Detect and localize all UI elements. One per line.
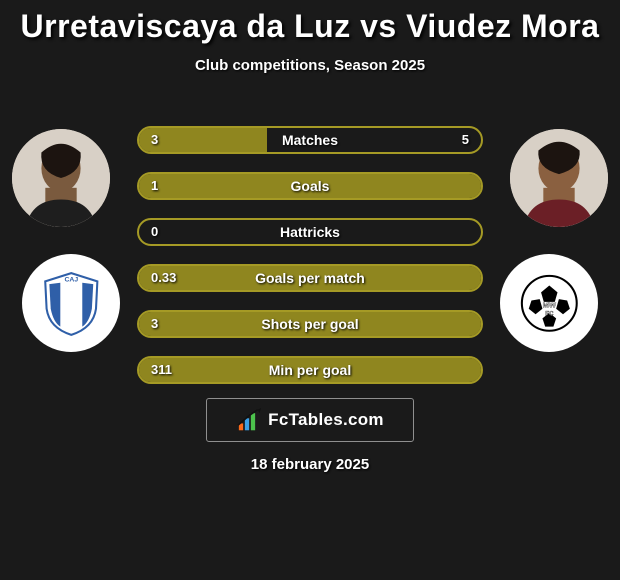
stat-bar-fill <box>139 128 267 152</box>
date-text: 18 february 2025 <box>251 456 369 473</box>
player-left-avatar <box>12 129 110 227</box>
stat-label: Shots per goal <box>261 310 358 338</box>
shield-icon: CAJ <box>37 269 106 338</box>
club-right-crest: MW FC <box>500 254 598 352</box>
svg-text:MW: MW <box>542 300 556 309</box>
stat-value-left: 0 <box>151 218 158 246</box>
person-icon <box>12 129 110 227</box>
stat-label: Goals per match <box>255 264 365 292</box>
svg-text:FC: FC <box>545 310 554 317</box>
stat-row: 3 Shots per goal <box>137 310 483 338</box>
stat-row: 0 Hattricks <box>137 218 483 246</box>
stat-row: 0.33 Goals per match <box>137 264 483 292</box>
stat-value-left: 3 <box>151 126 158 154</box>
stat-label: Hattricks <box>280 218 340 246</box>
stat-label: Goals <box>291 172 330 200</box>
page-title: Urretaviscaya da Luz vs Viudez Mora <box>0 8 620 45</box>
stat-value-right: 5 <box>462 126 469 154</box>
brand-box[interactable]: FcTables.com <box>206 398 414 442</box>
soccer-ball-icon: MW FC <box>515 269 584 338</box>
stat-row: 311 Min per goal <box>137 356 483 384</box>
brand-text: FcTables.com <box>268 410 384 430</box>
player-right-avatar <box>510 129 608 227</box>
stat-value-left: 0.33 <box>151 264 176 292</box>
person-icon <box>510 129 608 227</box>
stats-bar-chart: 3 5 Matches 1 Goals 0 Hattricks 0.33 Goals per m… <box>137 126 483 402</box>
stat-label: Matches <box>282 126 338 154</box>
svg-text:CAJ: CAJ <box>64 276 78 283</box>
club-left-crest: CAJ <box>22 254 120 352</box>
stat-row: 3 5 Matches <box>137 126 483 154</box>
brand-logo-icon <box>236 408 264 432</box>
stat-row: 1 Goals <box>137 172 483 200</box>
stat-label: Min per goal <box>269 356 351 384</box>
stat-value-left: 1 <box>151 172 158 200</box>
stat-value-left: 311 <box>151 356 172 384</box>
subtitle: Club competitions, Season 2025 <box>0 57 620 74</box>
stat-value-left: 3 <box>151 310 158 338</box>
